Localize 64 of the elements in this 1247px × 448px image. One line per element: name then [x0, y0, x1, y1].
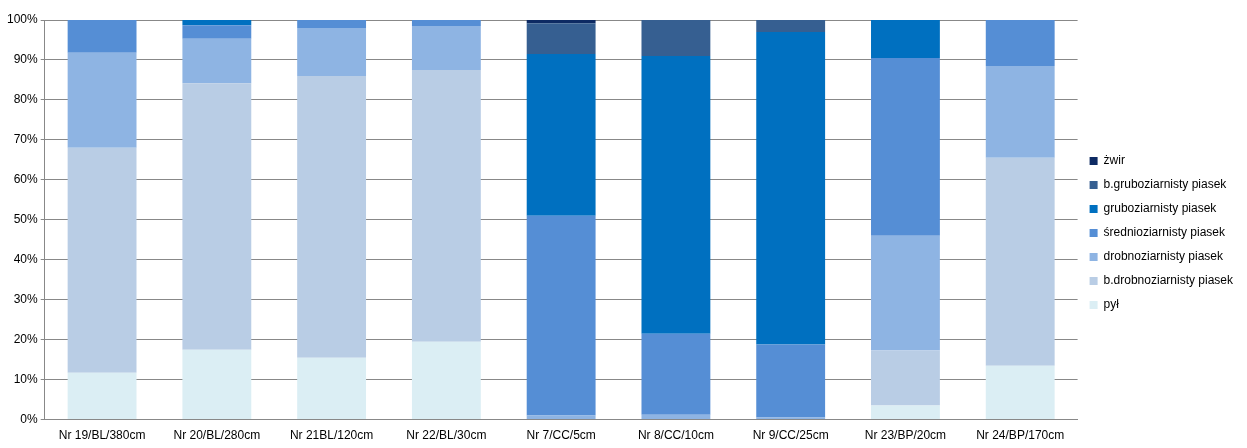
y-tick-label: 10% [13, 371, 39, 386]
y-tick-label: 20% [13, 331, 39, 346]
bar [182, 20, 252, 26]
bar [871, 20, 940, 58]
x-tick-label: Nr 24/BP/170cm [976, 428, 1065, 443]
bar [526, 23, 596, 54]
y-tick-label: 100% [6, 12, 39, 27]
legend-label: drobnoziarnisty piasek [1103, 249, 1224, 264]
bar [871, 350, 940, 406]
bar [411, 25, 481, 70]
bar [526, 215, 596, 416]
y-tick-label: 30% [13, 292, 39, 307]
bar [67, 20, 137, 53]
bar [985, 365, 1055, 420]
bar [297, 357, 367, 420]
bar [985, 20, 1055, 66]
bar [411, 69, 481, 342]
x-tick-label: Nr 7/CC/5cm [526, 428, 596, 443]
legend-label: b.drobnoziarnisty piasek [1103, 273, 1234, 288]
x-tick-label: Nr 22/BL/30cm [406, 428, 487, 443]
y-tick-label: 80% [13, 92, 39, 107]
bar [411, 341, 481, 420]
bar [756, 20, 826, 32]
bar [871, 405, 940, 420]
bar [641, 20, 711, 56]
x-tick-label: Nr 23/BP/20cm [864, 428, 947, 443]
y-tick-label: 50% [13, 212, 39, 227]
bar [641, 414, 711, 420]
bar [182, 38, 252, 84]
bar [67, 372, 137, 420]
bar [297, 20, 367, 28]
bar [756, 31, 826, 345]
bar [756, 344, 826, 418]
bar [526, 53, 596, 216]
bar [182, 25, 252, 39]
y-tick-label: 70% [13, 132, 39, 147]
bar [871, 235, 940, 351]
bar [182, 349, 252, 420]
y-tick-label: 40% [13, 252, 39, 267]
bar [182, 83, 252, 350]
bar [297, 75, 367, 358]
legend-label: b.gruboziarnisty piasek [1103, 177, 1228, 192]
bar [67, 52, 137, 148]
x-tick-label: Nr 20/BL/280cm [173, 428, 261, 443]
bar [985, 65, 1055, 158]
legend-label: żwir [1103, 153, 1125, 168]
bar [411, 20, 481, 26]
y-tick-label: 60% [13, 172, 39, 187]
bar [641, 333, 711, 415]
bar [297, 27, 367, 76]
bar [67, 147, 137, 373]
x-tick-label: Nr 19/BL/380cm [58, 428, 146, 443]
bar [871, 57, 940, 236]
legend-label: średnioziarnisty piasek [1103, 225, 1226, 240]
bar [641, 55, 711, 334]
y-tick-label: 0% [20, 411, 39, 426]
x-tick-label: Nr 21BL/120cm [289, 428, 374, 443]
x-tick-label: Nr 8/CC/10cm [637, 428, 714, 443]
bar [526, 20, 596, 24]
y-tick-label: 90% [13, 52, 39, 67]
x-tick-label: Nr 9/CC/25cm [752, 428, 829, 443]
bar [985, 157, 1055, 366]
legend-label: gruboziarnisty piasek [1103, 201, 1218, 216]
legend-label: pył [1103, 297, 1120, 312]
